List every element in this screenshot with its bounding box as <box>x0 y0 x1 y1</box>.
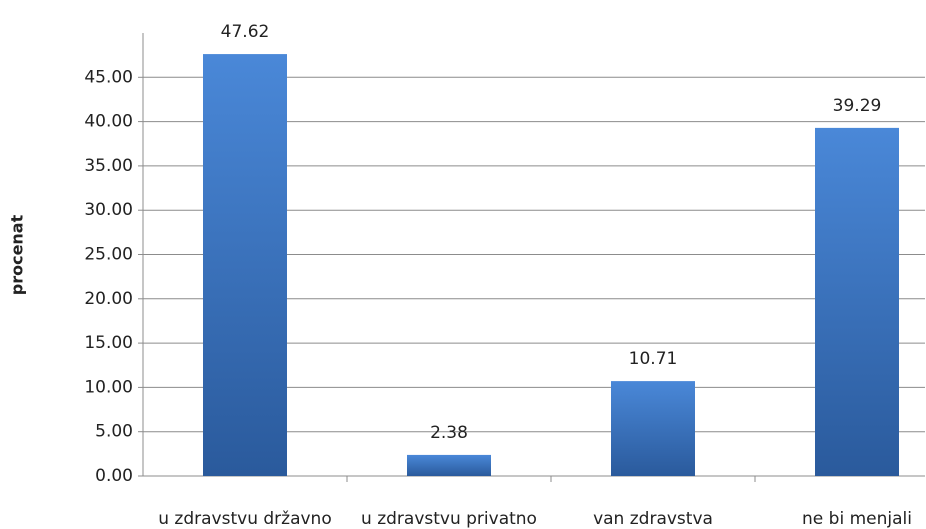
y-tick-label: 0.00 <box>95 466 133 486</box>
y-tick-label: 10.00 <box>84 377 133 397</box>
bar <box>203 54 287 477</box>
data-label: 47.62 <box>221 22 270 42</box>
bar <box>815 127 899 477</box>
x-tick-label: u zdravstvu privatno <box>361 509 537 529</box>
data-label: 10.71 <box>629 349 678 369</box>
data-label: 2.38 <box>430 423 468 443</box>
x-tick-label: ne bi menjali <box>802 509 912 529</box>
data-label: 39.29 <box>833 96 882 116</box>
y-tick-label: 40.00 <box>84 112 133 132</box>
y-tick-label: 5.00 <box>95 422 133 442</box>
y-tick-label: 20.00 <box>84 289 133 309</box>
x-tick-label: van zdravstva <box>593 509 713 529</box>
y-tick-label: 45.00 <box>84 67 133 87</box>
bar <box>407 454 491 476</box>
y-axis-label: procenat <box>8 214 27 295</box>
y-tick-label: 25.00 <box>84 245 133 265</box>
bar <box>611 381 695 476</box>
x-tick-label: u zdravstvu državno <box>158 509 331 529</box>
y-tick-label: 35.00 <box>84 156 133 176</box>
y-tick-label: 15.00 <box>84 333 133 353</box>
y-tick-label: 30.00 <box>84 200 133 220</box>
